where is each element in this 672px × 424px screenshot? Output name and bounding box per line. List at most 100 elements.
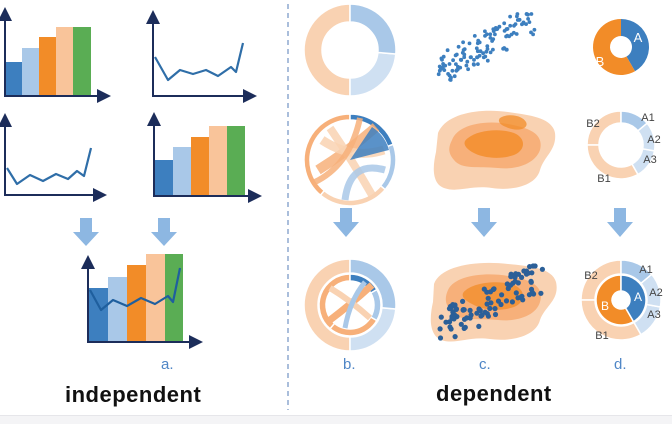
scatter-point [488,32,493,37]
series-line [154,42,245,82]
scatter-point [524,12,529,16]
ring-label-b2: B2 [586,118,599,130]
scatter-point [504,47,509,52]
donut-ring-middle: A1 A2 A3 B1 B2 [586,110,661,185]
donut-segment-a [621,19,649,72]
scatter-point [472,34,477,38]
scatter-point [513,271,519,277]
dependent-heading: dependent [436,381,552,406]
bar-3 [39,37,56,96]
scatter-point [466,67,470,72]
scatter-point [469,55,473,60]
scatter-point [511,30,516,35]
bar-2 [108,277,127,342]
scatter-point [492,306,498,312]
scatter-point [484,311,490,317]
down-arrow-icon [73,218,99,246]
inner-label-a: A [634,290,642,304]
scatter-point [485,44,490,48]
scatter-point [532,263,538,269]
scatter-point [485,295,491,301]
scatter-point [479,312,485,318]
scatter-point [459,57,464,62]
outer-ring [349,306,397,352]
outer-ring [303,258,351,352]
scatter-point [438,314,444,320]
scatter-point [476,323,482,329]
scatter-point [508,273,514,280]
down-arrow-icon [333,208,359,237]
density-core-2 [498,115,527,130]
scatter-point [529,30,533,35]
scatter-point [521,268,527,274]
inner-label-b: B [601,299,609,313]
scatter-point [472,58,476,62]
scatter-point [452,74,457,79]
bar-3 [127,265,146,342]
scatter-point [462,324,468,330]
scatter-point [476,62,480,66]
scatter-point [475,41,480,46]
scatter-point [475,49,480,54]
donut-nested-bottom: A1 A2 A3 B1 B2 A B [580,259,663,342]
scatter-point [521,21,525,26]
density-core [464,130,523,158]
ring-label-a2: A2 [647,134,660,146]
scatter-point [474,310,480,316]
scatter-point [528,279,534,285]
ring-segment-a2 [636,122,656,152]
scatter-point [471,62,476,67]
scatter-point [440,57,444,62]
scatter-point [449,75,453,80]
independent-heading: independent [65,382,202,407]
scatter-point [512,278,518,284]
chord-ribbon [326,125,376,197]
scatter-point [437,326,443,332]
outer-ring [349,258,397,310]
scatter-point [487,305,493,311]
scatter-point [532,27,537,32]
bar-2 [173,147,191,196]
scatter-point [508,14,512,19]
ring-label-a2: A2 [649,287,662,299]
ring-label-b1: B1 [597,173,610,185]
chord-arc [379,143,397,191]
caption-b: b. [343,356,356,373]
bar-5 [73,27,91,96]
bar-2 [22,48,39,96]
down-arrow-icon [151,218,177,246]
bar-4 [146,254,165,342]
scatter-point [539,266,546,272]
scatter-point [450,68,455,73]
bar-3 [191,137,209,196]
scatter-point [468,312,474,318]
scatter-point [458,65,463,70]
scatter-point [497,24,502,29]
scatter-point [488,36,493,40]
scatter-point [481,286,487,292]
scatter-point [445,48,450,53]
line-chart-top-right [146,10,257,103]
scatter-point [464,315,470,321]
scatter-point [504,281,510,287]
inner-segment-a [620,274,647,323]
ring-segment-a3 [630,147,656,176]
scatter-point [488,50,493,55]
scatter-point [524,22,528,26]
inner-ring [329,315,378,337]
down-arrow-icon [471,208,497,237]
scatter-point [460,50,465,55]
scatter-point [485,32,489,37]
scatter-point [515,18,520,22]
ring-label-a3: A3 [643,154,656,166]
scatter-point [467,307,473,313]
scatter-point [476,306,482,312]
bar-4 [56,27,73,96]
scatter-point [460,298,466,304]
scatter-point [475,55,480,60]
sunburst-top [303,3,397,97]
scatter-point [512,23,516,28]
scatter-point [490,39,494,43]
chord-ribbon [313,117,363,185]
scatter-point [491,47,495,52]
